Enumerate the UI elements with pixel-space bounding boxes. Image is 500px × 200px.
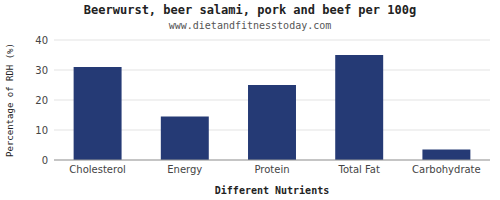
x-tick-label: Total Fat	[337, 164, 379, 175]
x-tick-label: Energy	[167, 164, 202, 175]
grid-line	[54, 40, 490, 41]
y-tick-label: 10	[35, 125, 48, 136]
bar	[335, 55, 383, 160]
x-tick-label: Protein	[254, 164, 289, 175]
title: Beerwurst, beer salami, pork and beef pe…	[84, 3, 416, 17]
x-tick-label: Carbohydrate	[412, 164, 481, 175]
y-tick-label: 20	[35, 95, 48, 106]
x-axis: Cholesterol Energy Protein Total Fat Carbohy…	[69, 164, 480, 175]
y-axis: 0 10 20 30 40	[35, 35, 490, 166]
bar	[161, 117, 209, 161]
x-axis-line	[54, 160, 490, 161]
bar	[422, 150, 470, 161]
bars	[74, 55, 471, 160]
y-tick-label: 0	[42, 155, 48, 166]
grid-line	[54, 160, 490, 161]
bar	[74, 67, 122, 160]
x-tick-label: Cholesterol	[69, 164, 125, 175]
y-axis-label: Percentage of RDH (%)	[5, 43, 15, 157]
background	[0, 0, 500, 200]
subtitle: www.dietandfitnesstoday.com	[169, 20, 332, 31]
y-tick-label: 40	[35, 35, 48, 46]
chart: Beerwurst, beer salami, pork and beef pe…	[0, 0, 500, 200]
bar	[248, 85, 296, 160]
chart-container: Beerwurst, beer salami, pork and beef pe…	[0, 0, 500, 200]
x-axis-label: Different Nutrients	[215, 185, 329, 196]
y-tick-label: 30	[35, 65, 48, 76]
